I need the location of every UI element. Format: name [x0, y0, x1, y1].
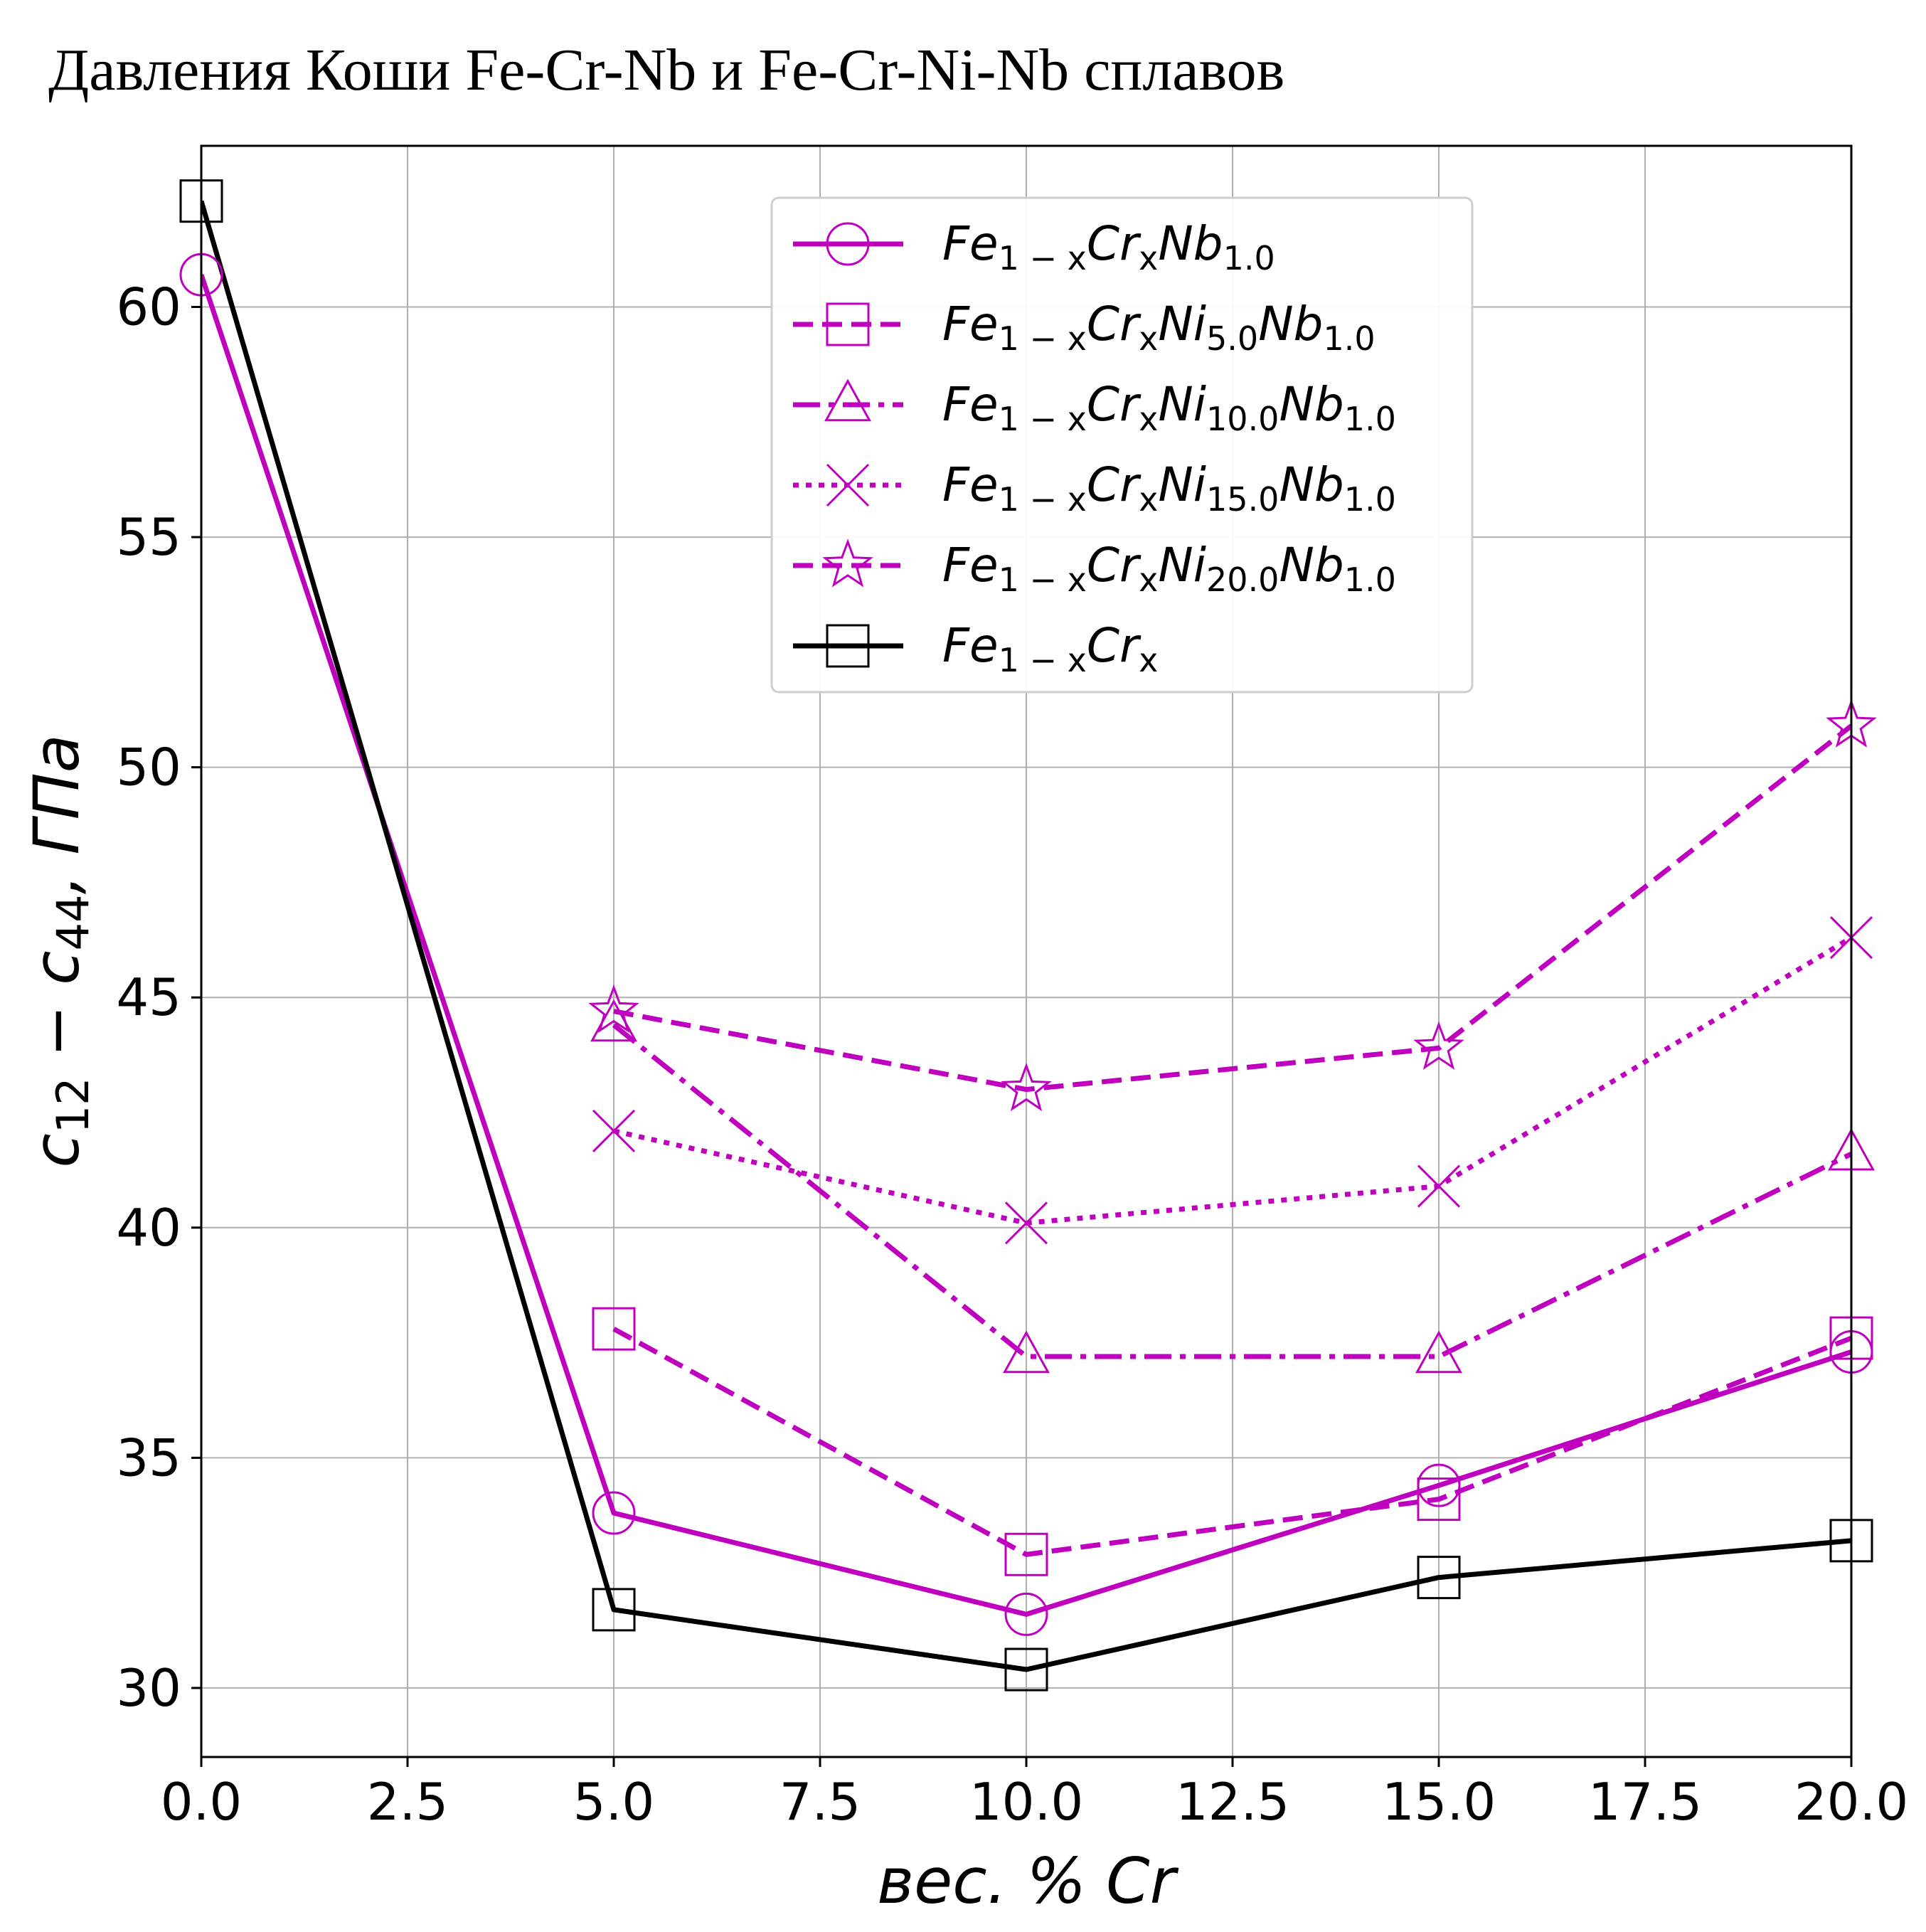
data-point: [1001, 1062, 1052, 1112]
data-point: [1413, 1021, 1464, 1070]
data-point: [592, 1588, 636, 1632]
legend-label: Fe1 − xCrx: [942, 618, 1158, 679]
data-point: [1003, 1330, 1050, 1374]
legend-label: Fe1 − xCrxNb1.0: [942, 216, 1275, 277]
legend-marker: [824, 378, 871, 422]
y-tick-label: 55: [116, 507, 181, 567]
legend-label: Fe1 − xCrxNi10.0Nb1.0: [942, 377, 1396, 438]
legend-label: Fe1 − xCrxNi20.0Nb1.0: [942, 538, 1396, 599]
data-point: [1417, 1556, 1461, 1600]
x-axis-label: вес. % Cr: [877, 1845, 1179, 1918]
x-tick-label: 15.0: [1382, 1772, 1496, 1832]
legend-marker: [826, 222, 870, 266]
x-tick-label: 12.5: [1176, 1772, 1289, 1832]
y-tick-label: 30: [116, 1658, 181, 1718]
legend-marker: [826, 624, 870, 668]
x-tick-label: 7.5: [780, 1772, 861, 1832]
data-point: [1417, 1477, 1461, 1522]
data-point: [1417, 1164, 1461, 1208]
data-point: [592, 1491, 636, 1535]
series-line: [201, 274, 1851, 1617]
y-axis-label-text: c12 − c44, ГПа: [20, 734, 99, 1167]
x-tick-label: 5.0: [573, 1772, 655, 1832]
data-point: [588, 984, 639, 1034]
legend-marker: [826, 463, 870, 507]
y-tick-label: 45: [116, 967, 181, 1027]
legend: Fe1 − xCrxNb1.0 Fe1 − xCrxNi5.0Nb1.0 Fe1 −…: [770, 196, 1474, 694]
series-line: [613, 935, 1851, 1226]
legend-label: Fe1 − xCrxNi5.0Nb1.0: [942, 297, 1376, 358]
series-line: [612, 1023, 1851, 1359]
data-point: [1004, 1592, 1048, 1636]
x-tick-label: 17.5: [1588, 1772, 1702, 1832]
y-tick-label: 40: [116, 1198, 181, 1258]
y-tick-label: 35: [116, 1428, 181, 1487]
data-point: [1004, 1532, 1048, 1576]
x-tick-label: 0.0: [161, 1772, 243, 1832]
x-tick-label: 2.5: [367, 1772, 449, 1832]
series-line: [612, 1327, 1851, 1557]
legend-box: [770, 196, 1474, 694]
data-point: [1004, 1647, 1048, 1692]
data-point: [592, 1109, 636, 1152]
series-line: [201, 200, 1851, 1672]
y-tick-label: 50: [116, 738, 181, 797]
series-group: [201, 200, 1851, 1672]
x-tick-label: 10.0: [969, 1772, 1083, 1832]
chart-title: Давления Коши Fe-Cr-Nb и Fe-Cr-Ni-Nb спл…: [48, 37, 1285, 103]
data-point: [592, 1307, 636, 1351]
y-tick-label: 60: [116, 277, 181, 337]
data-point: [1004, 1201, 1048, 1245]
data-point: [1415, 1330, 1462, 1374]
legend-marker: [822, 538, 873, 588]
tick-group: 0.0 2.5 5.0 7.5 10.0 12.5 15.0 17.5 20.0 30 35 40 45…: [116, 277, 1908, 1832]
series-line: [613, 723, 1851, 1093]
y-axis-label: c12 − c44, ГПа: [20, 734, 99, 1167]
legend-label: Fe1 − xCrxNi15.0Nb1.0: [942, 457, 1396, 519]
legend-marker: [826, 302, 870, 346]
x-tick-label: 20.0: [1794, 1772, 1908, 1832]
